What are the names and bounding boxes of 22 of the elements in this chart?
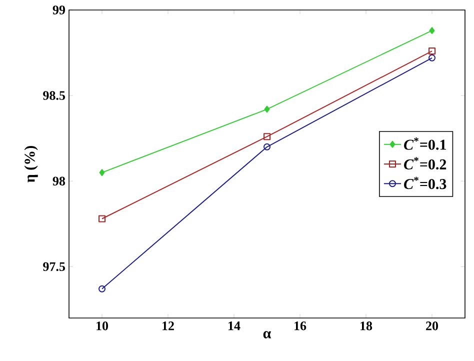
x-tick-label: 10 bbox=[96, 322, 108, 330]
point bbox=[98, 215, 106, 222]
legend-label: C$^{*}$=0.1 bbox=[404, 138, 446, 150]
x-tick-label: 14 bbox=[228, 322, 240, 330]
y-tick-label: 99 bbox=[52, 6, 66, 14]
x-axis-title: α bbox=[263, 331, 272, 338]
y-tick-label: 98.5 bbox=[43, 91, 65, 100]
y-axis-title: η (%) bbox=[24, 146, 38, 182]
x-tick-label: 20 bbox=[426, 322, 438, 330]
point bbox=[429, 27, 435, 34]
x-tick-label: 16 bbox=[294, 322, 306, 330]
x-tick-label: 12 bbox=[162, 322, 174, 330]
y-tick-label: 97.5 bbox=[43, 262, 65, 272]
point bbox=[99, 169, 105, 176]
legend-label: C$^{*}$=0.2 bbox=[404, 157, 446, 170]
point bbox=[264, 143, 270, 150]
point bbox=[264, 106, 270, 113]
x-tick-label: 18 bbox=[360, 322, 372, 330]
legend-label: C$^{*}$=0.3 bbox=[404, 176, 446, 190]
y-tick-label: 98 bbox=[52, 176, 66, 186]
point bbox=[428, 48, 436, 55]
point bbox=[264, 133, 270, 140]
